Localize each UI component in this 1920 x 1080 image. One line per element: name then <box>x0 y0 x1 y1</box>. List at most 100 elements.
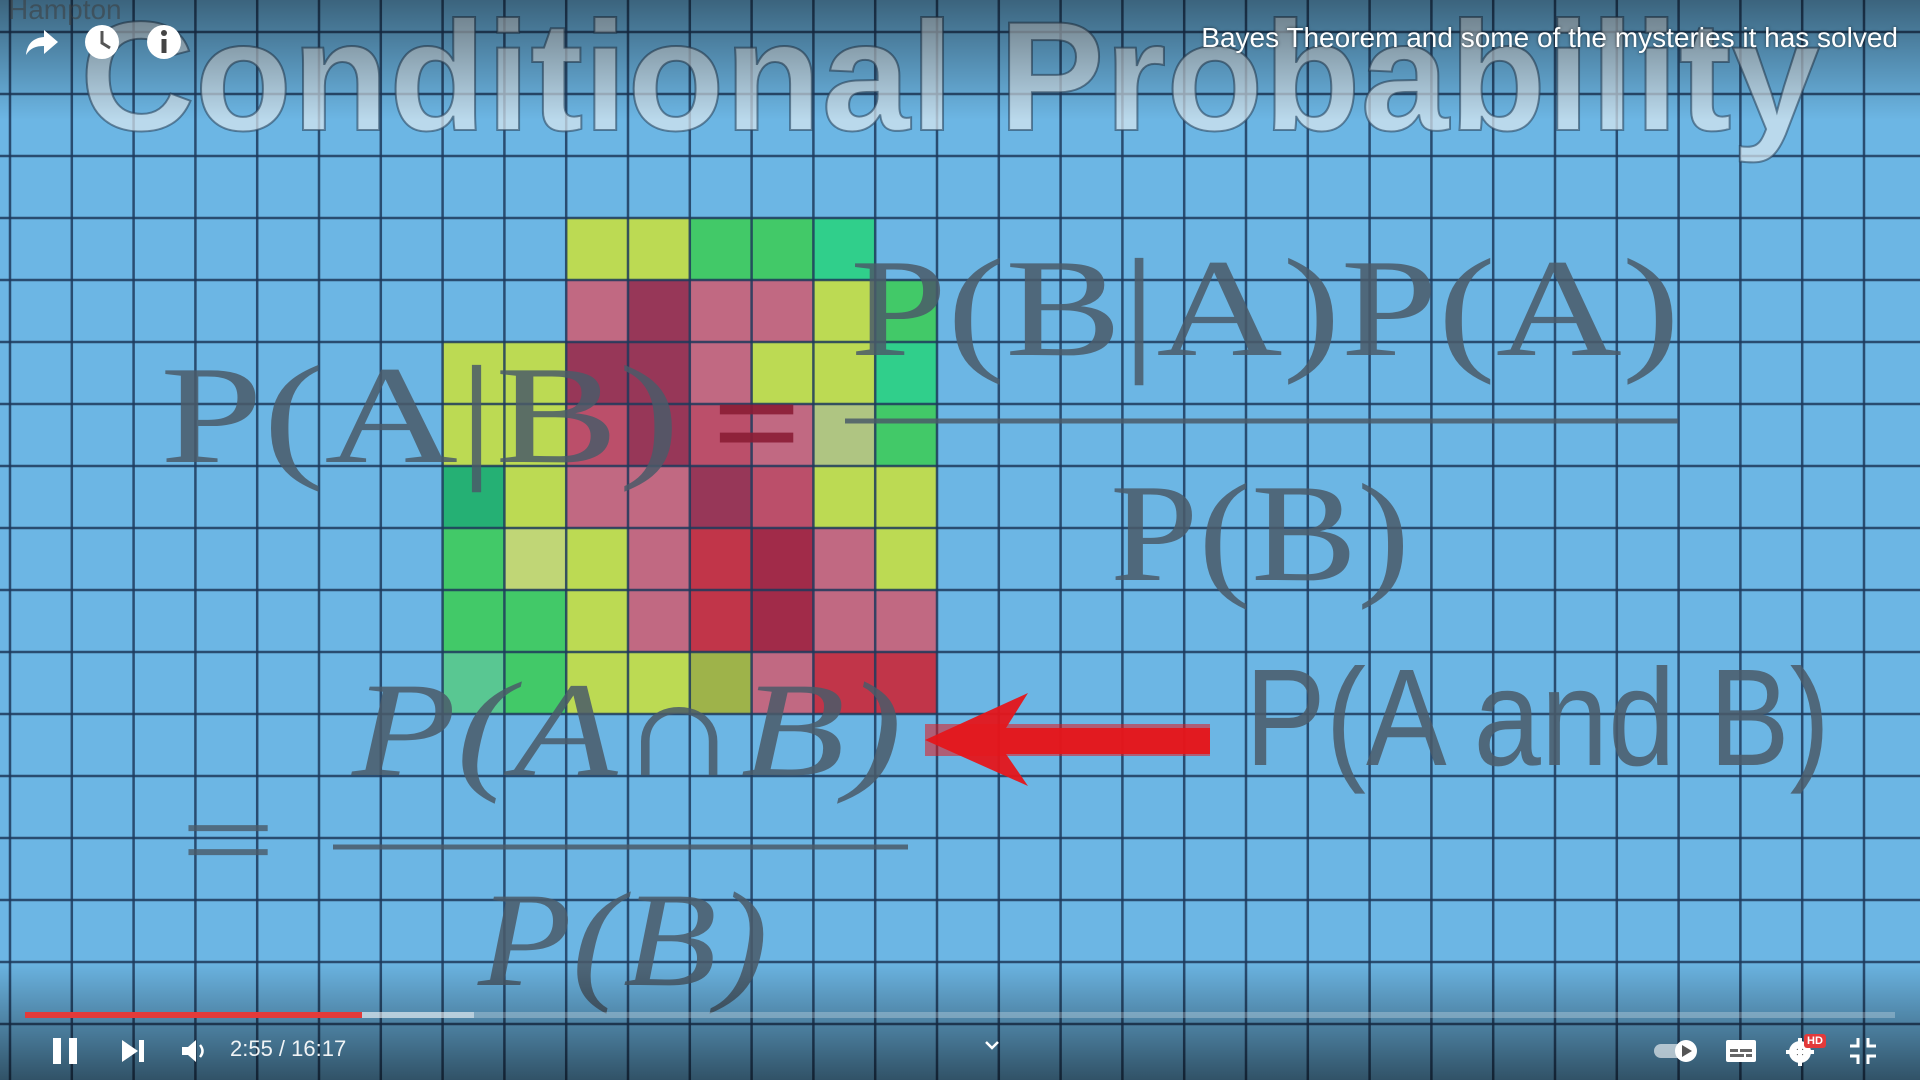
grid-cell <box>628 652 690 714</box>
grid-cell <box>566 342 628 404</box>
exit-fullscreen-button[interactable] <box>1848 1036 1878 1066</box>
grid-cell <box>689 280 752 342</box>
arrow-pointer <box>925 693 1210 786</box>
grid-cell <box>566 280 628 342</box>
grid-cell <box>875 652 937 714</box>
grid-cell <box>875 466 937 528</box>
grid-cell <box>875 280 937 342</box>
grid-cell <box>566 528 628 590</box>
grid-cell <box>751 218 814 280</box>
chapter-expand-button[interactable] <box>980 1036 1004 1056</box>
color-grid <box>442 218 937 714</box>
volume-button[interactable] <box>178 1034 212 1068</box>
grid-cell <box>504 342 567 404</box>
volume-icon <box>182 1040 204 1062</box>
chevron-down-icon <box>985 1041 999 1050</box>
grid-cell <box>504 590 567 652</box>
grid-cell <box>628 404 690 466</box>
autoplay-toggle[interactable] <box>1652 1036 1702 1066</box>
grid-cell <box>442 528 505 590</box>
cond-numerator: P(A∩B) <box>351 656 902 805</box>
grid-cell <box>813 590 876 652</box>
grid-cell <box>813 404 876 466</box>
grid-cell <box>875 342 937 404</box>
share-button[interactable] <box>20 20 64 64</box>
grid-cell <box>628 218 690 280</box>
grid-cell <box>689 528 752 590</box>
grid-cell <box>566 466 628 528</box>
watch-later-button[interactable] <box>80 20 124 64</box>
settings-button[interactable]: HD <box>1784 1032 1826 1068</box>
subtitles-button[interactable] <box>1724 1036 1758 1066</box>
exit-fullscreen-icon <box>1850 1038 1876 1064</box>
grid-cell <box>751 466 814 528</box>
grid-cell <box>442 652 505 714</box>
video-title[interactable]: Bayes Theorem and some of the mysteries … <box>1201 22 1898 53</box>
clock-icon <box>85 25 119 59</box>
next-icon <box>122 1040 144 1062</box>
pause-button[interactable] <box>48 1034 82 1068</box>
bayes-numerator: P(B|A)P(A) <box>850 231 1680 386</box>
pause-icon <box>53 1038 77 1064</box>
bayes-denominator: P(B) <box>1110 456 1410 611</box>
autoplay-toggle-icon <box>1654 1040 1697 1062</box>
time-display: 2:55 / 16:17 <box>230 1036 347 1061</box>
grid-cell <box>689 404 752 466</box>
grid-cell <box>751 280 814 342</box>
grid-cell <box>689 652 752 714</box>
grid-cell <box>504 652 567 714</box>
cond-denominator: P(B) <box>477 866 768 1015</box>
grid-cell <box>628 590 690 652</box>
grid-cell <box>875 404 937 466</box>
grid-cell <box>813 652 876 714</box>
grid-cell <box>566 218 628 280</box>
progress-bar[interactable] <box>25 1012 1895 1018</box>
share-arrow-icon <box>26 30 58 55</box>
grid-cell <box>566 590 628 652</box>
grid-cell <box>442 342 505 404</box>
grid-cell <box>813 466 876 528</box>
progress-played <box>25 1012 362 1018</box>
grid-cell <box>751 652 814 714</box>
subtitles-icon <box>1726 1040 1756 1062</box>
grid-cell <box>689 218 752 280</box>
grid-cell <box>813 342 876 404</box>
bayes-lhs: P(A|B) <box>160 338 680 493</box>
watermark: Hampton <box>8 0 122 25</box>
joint-probability-label: P(A and B) <box>1245 641 1830 795</box>
grid-cell <box>875 528 937 590</box>
grid-cell <box>504 404 567 466</box>
info-icon <box>147 25 181 59</box>
grid-cell <box>875 590 937 652</box>
bayes-equals: = <box>712 346 802 501</box>
grid-cell <box>813 218 876 280</box>
progress-track <box>25 1012 1895 1018</box>
grid-cell <box>628 528 690 590</box>
hd-badge: HD <box>1804 1034 1826 1048</box>
grid-cell <box>566 652 628 714</box>
grid-cell <box>689 590 752 652</box>
grid-cell <box>628 342 690 404</box>
grid-cell <box>504 528 567 590</box>
grid-cell <box>442 466 505 528</box>
grid-cell <box>566 404 628 466</box>
grid-cell <box>751 404 814 466</box>
slide-heading: Conditional Probability <box>80 0 1820 164</box>
grid-cell <box>751 528 814 590</box>
grid-cell <box>504 466 567 528</box>
info-button[interactable] <box>142 20 186 64</box>
grid-cell <box>689 466 752 528</box>
cond-equals: = <box>180 773 276 906</box>
grid-cell <box>813 528 876 590</box>
grid-cell <box>628 466 690 528</box>
grid-cell <box>751 342 814 404</box>
grid-cell <box>813 280 876 342</box>
grid-cell <box>689 342 752 404</box>
grid-cell <box>751 590 814 652</box>
grid-cell <box>442 590 505 652</box>
grid-cell <box>628 280 690 342</box>
next-button[interactable] <box>116 1034 150 1068</box>
